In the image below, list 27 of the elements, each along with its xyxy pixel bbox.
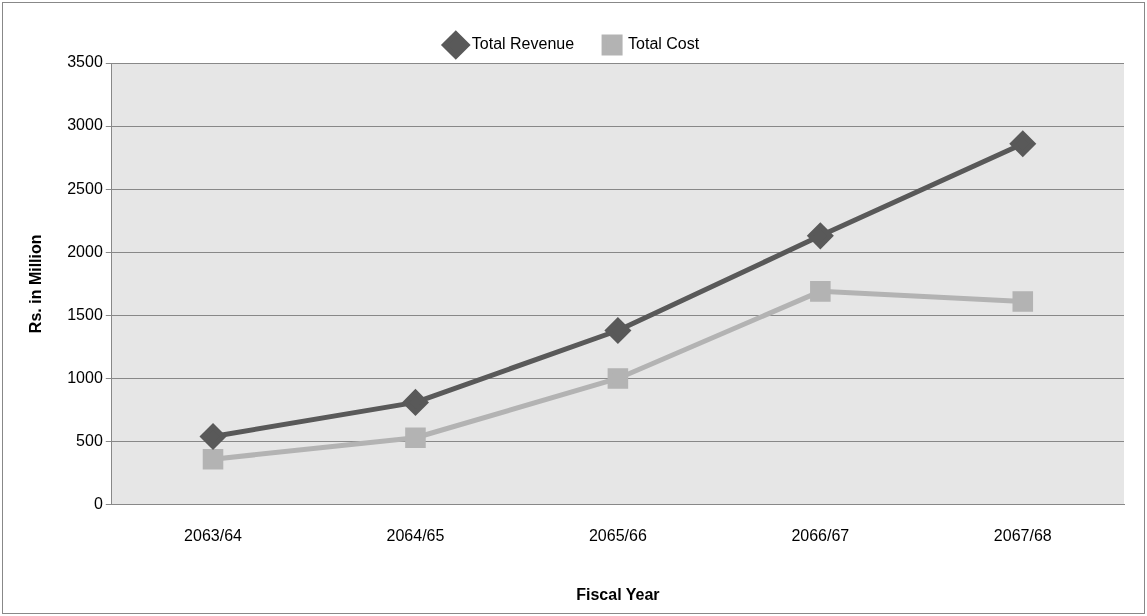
y-tick-label: 3000 [67,116,103,134]
x-tick-label: 2065/66 [588,526,647,544]
y-tick-label: 3500 [67,53,103,71]
x-axis-title: Fiscal Year [576,585,660,603]
point [810,281,831,302]
legend-label: Total Revenue [471,35,575,53]
legend-label: Total Cost [628,35,700,53]
point [607,368,629,389]
point [1012,291,1034,312]
x-tick-label: 2066/67 [791,526,850,544]
x-tick-label: 2067/68 [993,526,1052,544]
point [405,427,426,449]
y-axis-title: Rs. in Million [27,234,45,334]
point [807,223,833,249]
y-tick-label: 0 [93,495,103,513]
y-tick-label: 1000 [67,368,103,386]
y-tick-label: 2500 [67,179,103,197]
point [605,317,631,343]
y-tick-label: 2000 [67,242,103,260]
y-tick-label: 500 [76,431,103,449]
point [202,448,224,470]
point [1010,131,1036,157]
x-tick-label: 2063/64 [184,526,243,544]
x-tick-label: 2064/65 [386,526,445,544]
point [402,389,428,415]
y-tick-label: 1500 [67,305,103,323]
point [200,423,226,449]
